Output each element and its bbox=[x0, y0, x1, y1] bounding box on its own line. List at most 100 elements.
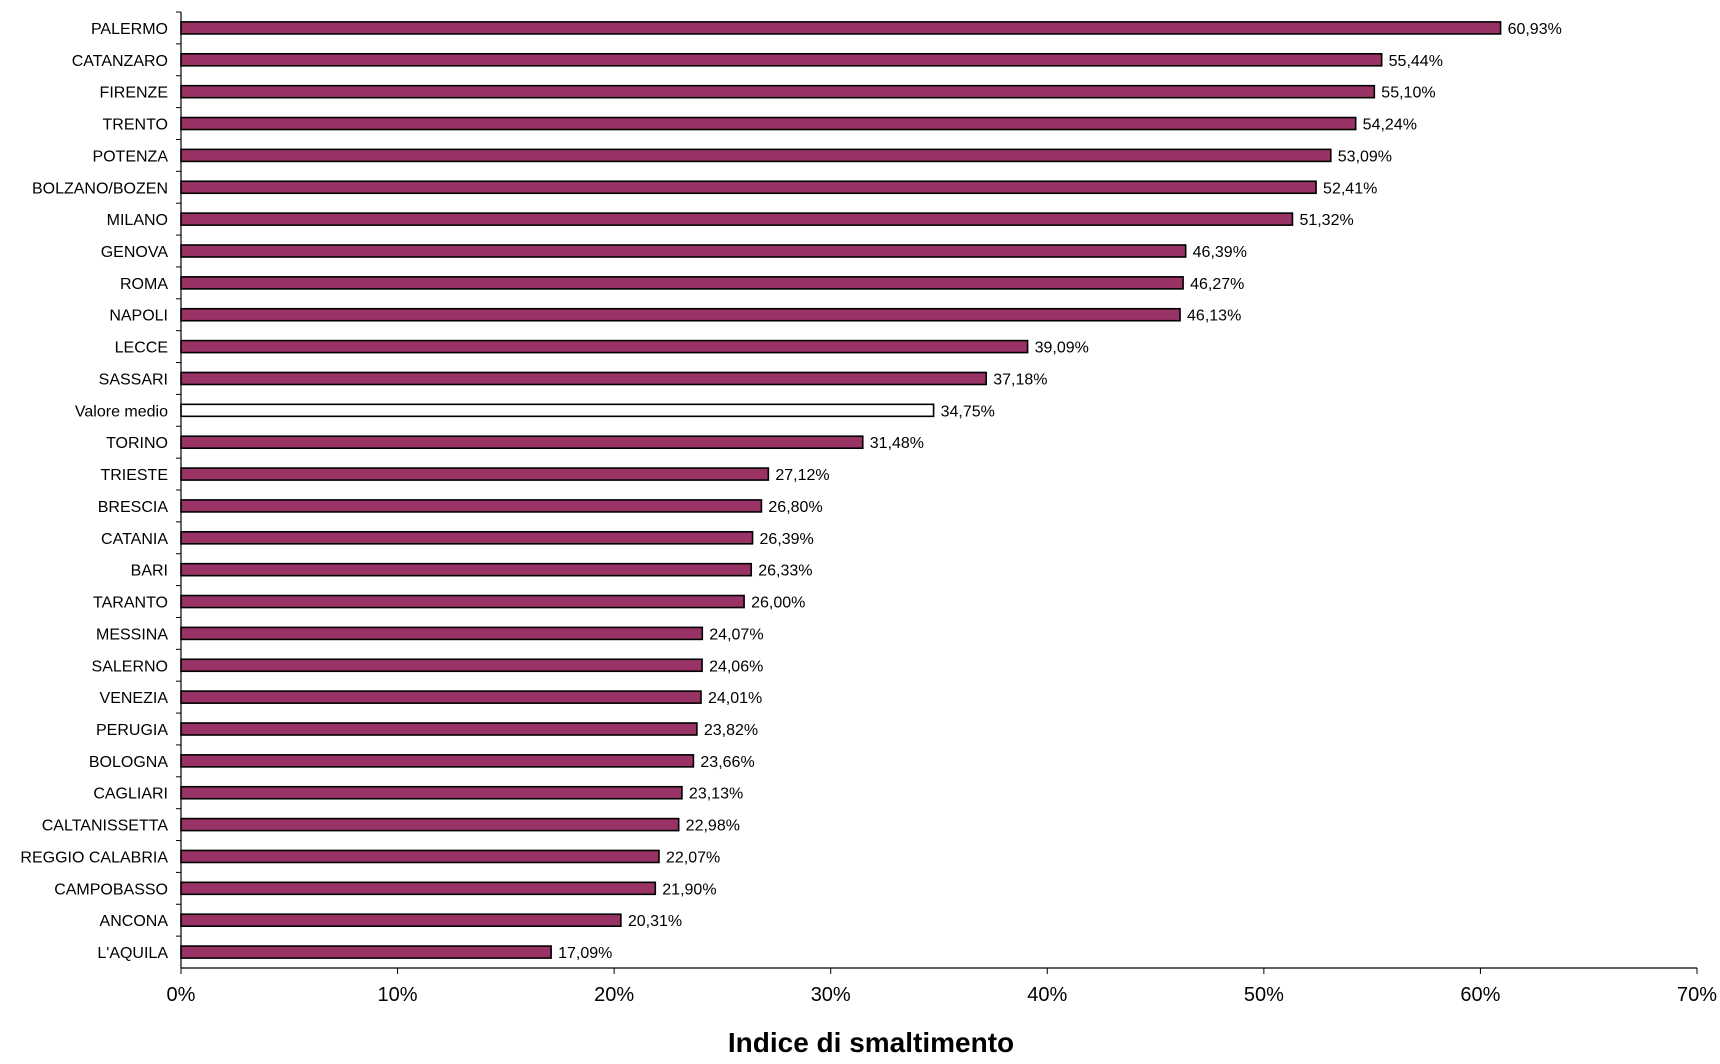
bar bbox=[180, 881, 657, 896]
value-label: 53,09% bbox=[1338, 148, 1392, 165]
category-label: CAMPOBASSO bbox=[54, 881, 168, 898]
value-label: 54,24% bbox=[1363, 117, 1417, 134]
bar bbox=[180, 276, 1184, 290]
category-label: BRESCIA bbox=[98, 499, 169, 516]
bar bbox=[180, 626, 704, 641]
value-label: 31,48% bbox=[870, 435, 924, 452]
bar bbox=[180, 307, 1181, 322]
category-label: SALERNO bbox=[92, 658, 168, 675]
bar bbox=[180, 945, 552, 959]
value-label: 23,13% bbox=[689, 786, 743, 803]
bar bbox=[180, 371, 988, 386]
category-label: CATANIA bbox=[101, 531, 168, 548]
value-label: 22,98% bbox=[686, 818, 740, 835]
x-tick-label: 10% bbox=[378, 984, 418, 1006]
x-axis-title: Indice di smaltimento bbox=[728, 1027, 1014, 1058]
bar bbox=[180, 116, 1357, 131]
bar bbox=[180, 754, 695, 768]
category-label: Valore medio bbox=[75, 403, 168, 420]
x-tick-label: 20% bbox=[594, 984, 634, 1006]
value-label: 20,31% bbox=[628, 913, 682, 930]
value-label: 24,06% bbox=[709, 658, 763, 675]
value-label: 39,09% bbox=[1035, 340, 1089, 357]
bar bbox=[180, 690, 702, 704]
bar bbox=[180, 84, 1376, 99]
category-label: ROMA bbox=[120, 276, 168, 293]
bar bbox=[180, 212, 1294, 226]
bar bbox=[180, 530, 754, 545]
value-label: 26,39% bbox=[760, 531, 814, 548]
value-label: 52,41% bbox=[1323, 180, 1377, 197]
bar bbox=[180, 499, 763, 513]
x-tick-label: 70% bbox=[1677, 984, 1717, 1006]
x-tick-label: 40% bbox=[1027, 984, 1067, 1006]
bar bbox=[180, 562, 753, 577]
value-label: 55,10% bbox=[1381, 85, 1435, 102]
category-label: LECCE bbox=[115, 340, 168, 357]
bar bbox=[180, 21, 1502, 35]
category-label: PALERMO bbox=[91, 21, 168, 38]
category-label: NAPOLI bbox=[109, 308, 168, 325]
category-label: CALTANISSETTA bbox=[42, 818, 169, 835]
value-label: 26,00% bbox=[751, 595, 805, 612]
bar bbox=[180, 594, 745, 609]
category-label: POTENZA bbox=[92, 148, 168, 165]
category-label: MILANO bbox=[107, 212, 168, 229]
bar bbox=[180, 435, 864, 450]
value-label: 22,07% bbox=[666, 849, 720, 866]
value-label: 17,09% bbox=[558, 945, 612, 962]
bar bbox=[180, 403, 935, 418]
category-label: PERUGIA bbox=[96, 722, 168, 739]
bars-layer: PALERMO 60,93% CATANZARO 55,44% FIRENZE 55,10… bbox=[20, 21, 1561, 962]
x-tick-label: 0% bbox=[167, 984, 196, 1006]
bar bbox=[180, 817, 680, 832]
category-label: VENEZIA bbox=[100, 690, 169, 707]
x-tick-label: 60% bbox=[1460, 984, 1500, 1006]
bar bbox=[180, 244, 1187, 258]
category-label: BOLZANO/BOZEN bbox=[32, 180, 168, 197]
category-label: TORINO bbox=[106, 435, 168, 452]
category-label: TRIESTE bbox=[100, 467, 168, 484]
category-label: L'AQUILA bbox=[97, 945, 168, 962]
value-label: 46,39% bbox=[1193, 244, 1247, 261]
category-label: BOLOGNA bbox=[89, 754, 168, 771]
value-label: 23,66% bbox=[700, 754, 754, 771]
value-label: 23,82% bbox=[704, 722, 758, 739]
axes-layer: 0% 10% 20% 30% 40% 50% 60% 70% bbox=[167, 11, 1717, 1006]
value-label: 46,27% bbox=[1190, 276, 1244, 293]
value-label: 27,12% bbox=[775, 467, 829, 484]
category-label: FIRENZE bbox=[100, 85, 168, 102]
category-label: TRENTO bbox=[103, 117, 168, 134]
category-label: CAGLIARI bbox=[93, 786, 168, 803]
value-label: 26,80% bbox=[768, 499, 822, 516]
bar bbox=[180, 52, 1383, 67]
category-label: REGGIO CALABRIA bbox=[20, 849, 168, 866]
bar bbox=[180, 913, 622, 928]
value-label: 24,01% bbox=[708, 690, 762, 707]
value-label: 51,32% bbox=[1299, 212, 1353, 229]
bar bbox=[180, 339, 1029, 354]
bar bbox=[180, 785, 683, 800]
bar bbox=[180, 180, 1317, 195]
value-label: 46,13% bbox=[1187, 308, 1241, 325]
value-label: 21,90% bbox=[662, 881, 716, 898]
value-label: 60,93% bbox=[1508, 21, 1562, 38]
value-label: 26,33% bbox=[758, 563, 812, 580]
category-label: ANCONA bbox=[100, 913, 169, 930]
value-label: 24,07% bbox=[709, 626, 763, 643]
bar bbox=[180, 148, 1332, 163]
bar bbox=[180, 722, 698, 736]
category-label: CATANZARO bbox=[72, 53, 168, 70]
category-label: SASSARI bbox=[99, 371, 168, 388]
category-label: TARANTO bbox=[93, 595, 168, 612]
value-label: 37,18% bbox=[993, 371, 1047, 388]
value-label: 34,75% bbox=[941, 403, 995, 420]
bar bbox=[180, 658, 703, 673]
bar bbox=[180, 467, 770, 481]
value-label: 55,44% bbox=[1389, 53, 1443, 70]
category-label: GENOVA bbox=[101, 244, 169, 261]
x-tick-label: 50% bbox=[1244, 984, 1284, 1006]
category-label: MESSINA bbox=[96, 626, 168, 643]
